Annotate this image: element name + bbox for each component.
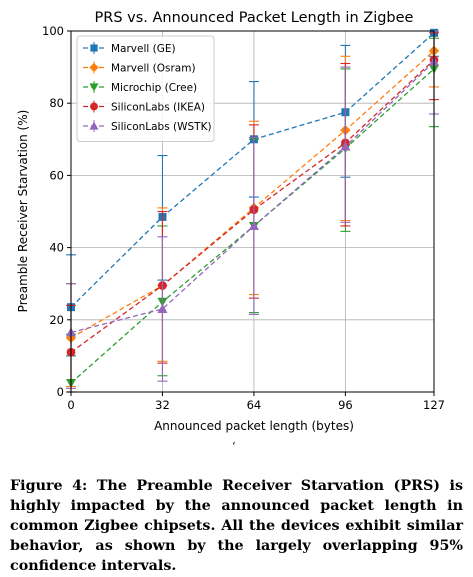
x-tick-label: 96: [338, 398, 353, 412]
legend-marker: [89, 62, 99, 73]
data-point: [157, 303, 168, 313]
legend: Marvell (GE) Marvell (Osram) Microchip (Cr…: [76, 35, 215, 142]
chart-title: PRS vs. Announced Packet Length in Zigbe…: [95, 10, 414, 26]
legend-box: [76, 35, 215, 142]
legend-label: Marvell (Osram): [111, 63, 196, 75]
legend-marker: [89, 121, 99, 130]
y-tick-label: 60: [49, 168, 64, 182]
y-tick-label: 80: [49, 96, 64, 110]
legend-label: Microchip (Cree): [111, 82, 197, 94]
data-point: [248, 220, 259, 230]
y-tick-label: 0: [57, 385, 64, 399]
x-tick-label: 32: [155, 398, 170, 412]
stray-mark: ‘: [232, 440, 236, 453]
plot-frame: [70, 30, 435, 393]
legend-label: Marvell (GE): [111, 43, 176, 55]
figure-caption: Figure 4: The Preamble Receiver Starvati…: [10, 478, 463, 574]
x-ticks: 0 32 64 96 127: [67, 392, 445, 412]
y-tick-label: 20: [49, 313, 64, 327]
y-tick-label: 100: [42, 24, 64, 38]
y-tick-label: 40: [49, 241, 64, 255]
legend-marker: [89, 83, 99, 92]
legend-label: SiliconLabs (WSTK): [111, 121, 212, 133]
legend-label: SiliconLabs (IKEA): [111, 102, 205, 114]
y-axis-label: Preamble Receiver Starvation (%): [16, 110, 30, 313]
legend-marker: [90, 102, 98, 111]
x-tick-label: 64: [247, 398, 262, 412]
y-ticks: 0 20 40 60 80 100: [42, 24, 71, 399]
chart: PRS vs. Announced Packet Length in Zigbe…: [16, 10, 445, 433]
x-axis-label: Announced packet length (bytes): [154, 419, 354, 433]
legend-marker: [90, 44, 98, 52]
data-point: [340, 141, 351, 151]
x-tick-label: 127: [423, 398, 445, 412]
x-tick-label: 0: [67, 398, 74, 412]
